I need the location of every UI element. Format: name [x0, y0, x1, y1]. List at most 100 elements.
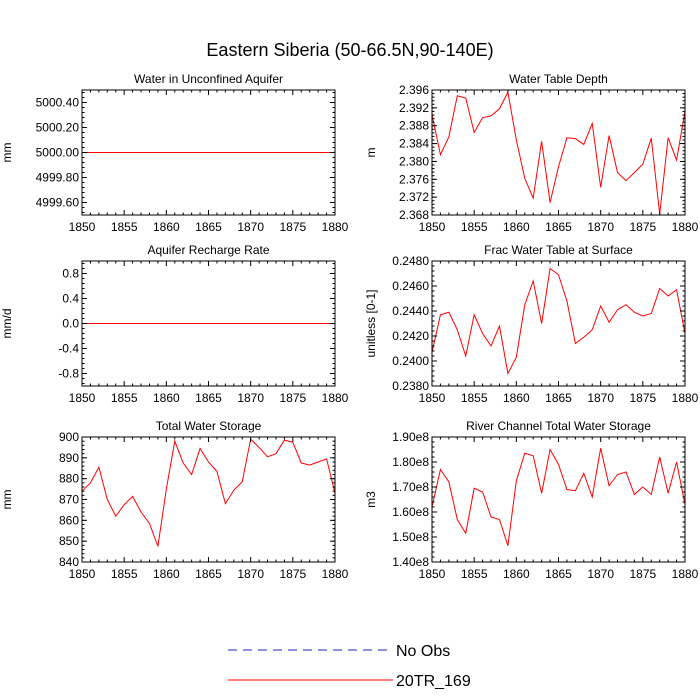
- y-tick-label: 870: [59, 493, 79, 507]
- y-tick-label: 0.8: [62, 267, 79, 281]
- x-tick-label: 1865: [545, 391, 572, 405]
- y-tick-label: -0.4: [58, 342, 79, 356]
- y-tick-label: 1.50e8: [392, 530, 429, 544]
- panels: Water in Unconfined Aquifer 1850 1855 1860 1…: [0, 72, 699, 581]
- x-tick-label: 1860: [503, 391, 530, 405]
- x-tick-label: 1875: [279, 567, 306, 581]
- plot-frame: [81, 436, 336, 563]
- y-tick-label: 2.388: [399, 119, 429, 133]
- x-tick-label: 1875: [279, 391, 306, 405]
- y-tick-label: 840: [59, 555, 79, 569]
- series-line-20tr-169: [431, 448, 686, 546]
- x-tick-label: 1880: [322, 220, 349, 234]
- y-axis-label: mm: [0, 490, 14, 510]
- x-tick-label: 1865: [195, 567, 222, 581]
- panel-frac-water-table-at-surface: Frac Water Table at Surface 1850 1855 1860 1…: [364, 243, 699, 405]
- y-tick-label: 4999.60: [36, 196, 80, 210]
- series-line-20tr-169: [431, 90, 686, 215]
- legend-label-20tr-169: 20TR_169: [396, 673, 471, 690]
- x-tick-label: 1855: [111, 220, 138, 234]
- y-tick-label: 2.372: [399, 190, 429, 204]
- x-tick-label: 1870: [237, 220, 264, 234]
- x-tick-label: 1855: [111, 391, 138, 405]
- y-tick-label: 900: [59, 430, 79, 444]
- x-tick-label: 1880: [322, 391, 349, 405]
- x-tick-label: 1880: [672, 567, 699, 581]
- y-tick-label: 4999.80: [36, 171, 80, 185]
- y-tick-label: 1.70e8: [392, 480, 429, 494]
- x-tick-label: 1870: [587, 391, 614, 405]
- x-tick-label: 1855: [461, 220, 488, 234]
- x-tick-label: 1855: [111, 567, 138, 581]
- y-tick-label: 2.376: [399, 172, 429, 186]
- panel-water-table-depth: Water Table Depth 1850 1855 1860 1865 1870 187…: [364, 72, 699, 234]
- x-tick-label: 1875: [629, 220, 656, 234]
- panel-title-river-channel-total-water-storage: River Channel Total Water Storage: [466, 419, 651, 433]
- x-tick-label: 1850: [419, 567, 446, 581]
- x-tick-label: 1865: [195, 220, 222, 234]
- panel-title-water-in-unconfined-aquifer: Water in Unconfined Aquifer: [134, 72, 283, 86]
- y-tick-label: 0.2380: [392, 379, 429, 393]
- y-tick-label: 2.396: [399, 83, 429, 97]
- x-tick-label: 1855: [461, 391, 488, 405]
- x-tick-label: 1850: [69, 567, 96, 581]
- panel-title-water-table-depth: Water Table Depth: [509, 72, 608, 86]
- y-tick-label: 2.384: [399, 137, 429, 151]
- y-tick-label: 860: [59, 513, 79, 527]
- panel-title-frac-water-table-at-surface: Frac Water Table at Surface: [484, 243, 633, 257]
- x-tick-label: 1850: [419, 391, 446, 405]
- panel-river-channel-total-water-storage: River Channel Total Water Storage 1850 185…: [364, 419, 699, 581]
- plot-frame: [431, 260, 686, 387]
- y-tick-label: 2.380: [399, 154, 429, 168]
- y-tick-label: 0.2460: [392, 279, 429, 293]
- y-tick-label: 1.40e8: [392, 555, 429, 569]
- x-tick-label: 1870: [587, 220, 614, 234]
- y-tick-label: 5000.00: [36, 146, 80, 160]
- figure-title: Eastern Siberia (50-66.5N,90-140E): [206, 40, 493, 60]
- panel-title-total-water-storage: Total Water Storage: [156, 419, 262, 433]
- x-tick-label: 1850: [419, 220, 446, 234]
- panel-title-aquifer-recharge-rate: Aquifer Recharge Rate: [147, 243, 269, 257]
- y-tick-label: 2.368: [399, 208, 429, 222]
- x-tick-label: 1855: [461, 567, 488, 581]
- x-tick-label: 1860: [153, 220, 180, 234]
- y-axis-label: unitless [0-1]: [364, 289, 378, 357]
- y-tick-label: 5000.40: [36, 96, 80, 110]
- y-tick-label: 1.60e8: [392, 505, 429, 519]
- x-tick-label: 1860: [153, 391, 180, 405]
- y-axis-label: m3: [364, 491, 378, 508]
- y-tick-label: 890: [59, 451, 79, 465]
- x-tick-label: 1850: [69, 220, 96, 234]
- y-tick-label: -0.8: [58, 367, 79, 381]
- x-tick-label: 1865: [545, 220, 572, 234]
- series-line-20tr-169: [431, 267, 686, 376]
- panel-water-in-unconfined-aquifer: Water in Unconfined Aquifer 1850 1855 1860 1…: [0, 72, 349, 234]
- y-tick-label: 0.2480: [392, 254, 429, 268]
- y-axis-label: m: [364, 148, 378, 158]
- x-tick-label: 1865: [195, 391, 222, 405]
- x-tick-label: 1865: [545, 567, 572, 581]
- x-tick-label: 1880: [672, 391, 699, 405]
- x-tick-label: 1875: [629, 567, 656, 581]
- x-tick-label: 1860: [503, 220, 530, 234]
- y-tick-label: 880: [59, 472, 79, 486]
- legend: No Obs 20TR_169: [228, 643, 471, 690]
- x-tick-label: 1880: [672, 220, 699, 234]
- y-tick-label: 0.2400: [392, 354, 429, 368]
- x-tick-label: 1870: [237, 567, 264, 581]
- y-tick-label: 5000.20: [36, 121, 80, 135]
- plot-frame: [431, 436, 686, 563]
- x-tick-label: 1850: [69, 391, 96, 405]
- x-tick-label: 1870: [587, 567, 614, 581]
- y-tick-label: 850: [59, 534, 79, 548]
- y-tick-label: 1.80e8: [392, 455, 429, 469]
- panel-total-water-storage: Total Water Storage 1850 1855 1860 1865 1870 1…: [0, 419, 349, 581]
- x-tick-label: 1875: [279, 220, 306, 234]
- y-tick-label: 0.0: [62, 317, 79, 331]
- y-tick-label: 0.2440: [392, 304, 429, 318]
- x-tick-label: 1860: [503, 567, 530, 581]
- x-tick-label: 1875: [629, 391, 656, 405]
- y-axis-label: mm/d: [0, 309, 14, 339]
- x-tick-label: 1880: [322, 567, 349, 581]
